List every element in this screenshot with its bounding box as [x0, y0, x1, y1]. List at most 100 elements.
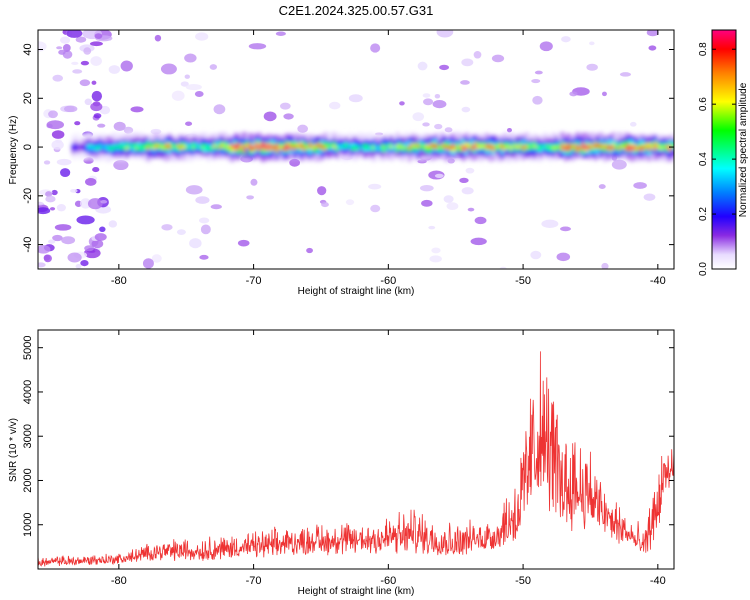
band-segment: [527, 142, 532, 150]
heatmap-cell: [38, 201, 44, 206]
band-segment: [293, 146, 298, 150]
band-segment: [623, 141, 628, 149]
heatmap-cell: [45, 195, 56, 203]
y-tick-label: 40: [22, 43, 34, 55]
heatmap-cell: [586, 63, 598, 71]
heatmap-cell: [461, 106, 471, 113]
band-segment: [653, 141, 658, 149]
heatmap-cell: [94, 233, 107, 241]
band-segment: [125, 142, 130, 150]
band-segment: [209, 146, 214, 151]
band-segment: [107, 145, 112, 150]
band-segment: [575, 145, 580, 149]
band-segment: [323, 147, 328, 151]
band-segment: [449, 145, 454, 149]
band-segment: [227, 144, 232, 149]
heatmap-cell: [646, 30, 659, 37]
y-tick-label: 20: [22, 92, 34, 104]
band-segment: [287, 142, 292, 150]
heatmap-cell: [49, 207, 56, 211]
band-segment: [404, 146, 409, 151]
heatmap-cell: [171, 90, 185, 101]
band-segment: [587, 142, 592, 150]
band-segment: [221, 143, 226, 147]
band-segment: [407, 145, 412, 150]
band-segment: [131, 145, 136, 153]
heatmap-cell: [432, 100, 447, 109]
band-segment: [122, 146, 127, 151]
y-tick-label: 5000: [22, 335, 34, 359]
spectrogram-x-axis-label: Height of straight line (km): [298, 286, 415, 297]
band-segment: [278, 146, 283, 150]
band-segment: [317, 142, 322, 155]
band-segment: [110, 147, 115, 151]
figure-title: C2E1.2024.325.00.57.G31: [279, 3, 434, 18]
heatmap-cell: [601, 91, 607, 97]
band-segment: [539, 145, 544, 153]
band-segment: [413, 143, 418, 147]
band-segment: [608, 145, 613, 149]
x-tick-label: -40: [650, 575, 666, 587]
x-tick-label: -50: [515, 275, 531, 287]
band-segment: [581, 142, 586, 150]
heatmap-cell: [108, 220, 118, 228]
band-segment: [623, 146, 628, 151]
heatmap-cell: [61, 236, 76, 245]
band-segment: [314, 143, 319, 148]
x-tick-label: -80: [111, 575, 127, 587]
band-segment: [95, 145, 100, 150]
heatmap-cell: [200, 224, 211, 235]
band-segment: [668, 147, 673, 151]
heatmap-cell: [474, 216, 487, 225]
heatmap-cell: [446, 202, 459, 211]
heatmap-cell: [467, 207, 475, 212]
heatmap-cell: [460, 80, 470, 85]
heatmap-cell: [189, 238, 202, 249]
heatmap-cell: [321, 202, 329, 208]
heatmap-cell: [470, 237, 487, 246]
heatmap-cell: [601, 262, 609, 269]
heatmap-cell: [443, 195, 454, 203]
spectrogram-y-axis-label: Frequency (Hz): [8, 116, 19, 185]
band-segment: [203, 143, 208, 148]
heatmap-cell: [56, 46, 63, 50]
heatmap-cell: [90, 56, 102, 66]
band-segment: [488, 144, 493, 149]
heatmap-cell: [429, 255, 442, 263]
heatmap-cell: [289, 158, 301, 167]
heatmap-cell: [560, 226, 571, 232]
band-segment: [266, 142, 271, 150]
band-segment: [608, 139, 613, 152]
band-segment: [98, 145, 103, 150]
band-segment: [311, 145, 316, 150]
band-segment: [605, 146, 610, 150]
band-segment: [395, 145, 400, 153]
heatmap-cell: [237, 239, 250, 247]
x-tick-label: -40: [650, 275, 666, 287]
heatmap-cell: [56, 204, 66, 212]
band-segment: [77, 145, 82, 153]
band-segment: [290, 146, 295, 150]
heatmap-cell: [465, 167, 475, 174]
band-segment: [464, 142, 469, 150]
band-segment: [185, 142, 190, 150]
band-segment: [560, 144, 565, 148]
y-tick-label: 3000: [22, 424, 34, 448]
band-segment: [440, 143, 445, 148]
band-segment: [678, 140, 682, 152]
x-tick-label: -60: [380, 275, 396, 287]
heatmap-cell: [99, 226, 106, 233]
heatmap-cell: [161, 224, 173, 231]
band-segment: [236, 146, 241, 150]
heatmap-cell: [434, 173, 444, 178]
band-segment: [215, 146, 220, 150]
band-segment: [452, 144, 457, 152]
band-segment: [188, 144, 193, 152]
colorbar-tick-label: 0.8: [698, 42, 709, 56]
band-segment: [566, 143, 571, 148]
band-segment: [302, 147, 307, 151]
band-segment: [416, 144, 421, 148]
band-segment: [620, 144, 625, 149]
band-segment: [569, 145, 574, 150]
band-segment: [338, 145, 343, 150]
